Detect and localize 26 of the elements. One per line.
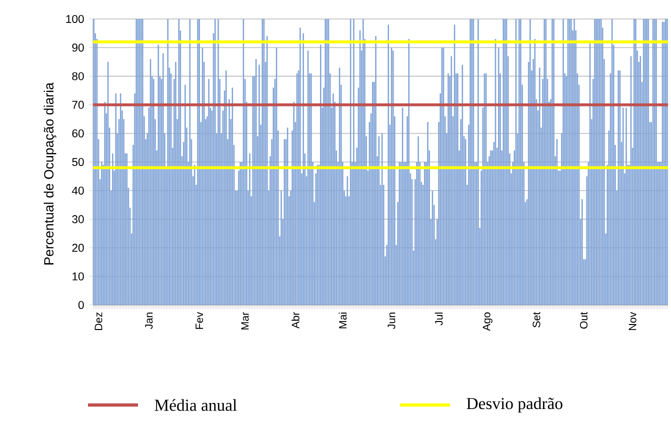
x-tick-label: Abr [292,312,300,328]
x-tick-label: Ago [482,312,492,331]
y-tick-label: 90 [72,44,84,52]
x-tick-label: Jul [434,312,443,326]
x-tick-label: Jun [388,312,396,329]
legend-label: Média anual [154,399,237,411]
y-tick-label: 50 [72,158,84,166]
y-tick-label: 10 [72,272,84,280]
y-tick-label: 30 [72,215,84,224]
x-tick-label: Mai [338,312,347,328]
x-tick-label: Fev [196,312,204,329]
x-tick-label: Dez [94,312,102,330]
y-tick-label: 70 [72,100,84,109]
x-tick-label: Out [580,312,588,329]
y-tick-label: 100 [66,14,84,23]
y-axis-title: Percentual de Ocupação diaria [44,82,56,264]
y-tick-label: 60 [72,129,84,138]
y-tick-label: 20 [72,244,84,252]
y-tick-label: 0 [78,300,84,309]
y-tick-label: 80 [72,72,84,80]
x-tick-label: Set [532,312,540,328]
y-tick-label: 40 [72,186,84,195]
x-tick-label: Nov [628,312,636,330]
x-tick-label: Jan [145,312,153,329]
legend-label: Desvio padrão [466,397,562,413]
x-tick-label: Mar [241,312,249,330]
